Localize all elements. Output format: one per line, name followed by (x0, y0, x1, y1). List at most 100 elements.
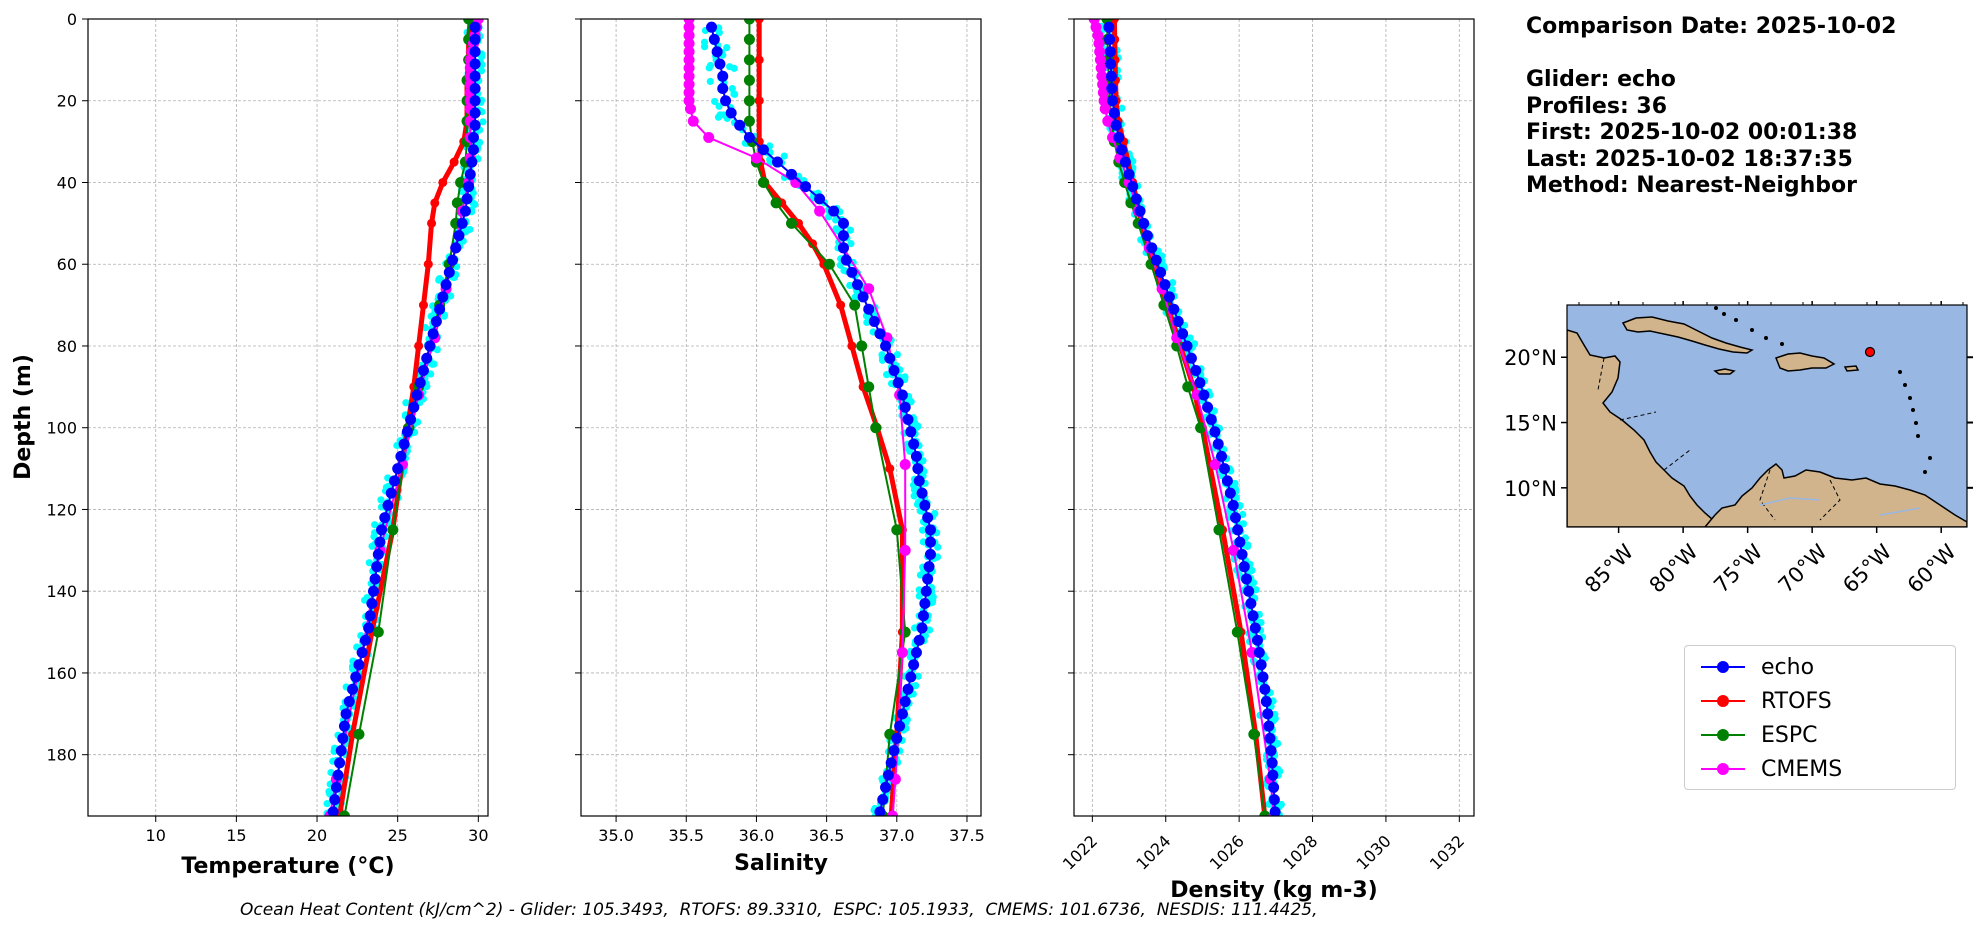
series-point-cmems (750, 152, 762, 164)
glider-raw-point (458, 188, 467, 196)
map-lon-label: 60°W (1903, 539, 1961, 597)
series-point-echo (896, 389, 908, 401)
series-point-echo (888, 364, 900, 376)
series-point-echo (392, 463, 404, 475)
series-point-echo (372, 548, 384, 560)
glider-raw-point (730, 90, 738, 98)
series-point-echo (771, 156, 783, 168)
salinity-xticks: 35.0 35.5 36.0 36.5 37.0 37.5 (598, 816, 985, 845)
series-line-rtofs (756, 19, 905, 816)
series-point-echo (912, 463, 924, 475)
series-point-cmems (899, 544, 911, 556)
series-point-echo (408, 401, 420, 413)
land-lesser-antilles (1898, 370, 1932, 474)
series-point-echo (469, 107, 481, 119)
series-point-echo (894, 720, 906, 732)
series-point-rtofs (438, 177, 448, 187)
series-point-echo (347, 683, 359, 695)
series-point-echo (456, 217, 468, 229)
series-point-espc (899, 626, 911, 638)
glider-raw-point (1118, 104, 1126, 112)
map-lon-label: 75°W (1709, 539, 1767, 597)
series-point-echo (874, 328, 886, 340)
series-point-espc (743, 74, 755, 86)
legend-swatch-rtofs (1695, 686, 1751, 716)
series-point-echo (708, 33, 720, 45)
legend-swatch-espc (1695, 720, 1751, 750)
series-point-echo (786, 168, 798, 180)
ytick-label: 20 (57, 92, 77, 111)
series-point-echo (382, 499, 394, 511)
series-point-echo (1247, 610, 1259, 622)
series-point-cmems (1228, 544, 1240, 556)
series-point-echo (880, 340, 892, 352)
series-point-echo (421, 352, 433, 364)
info-spacer (1526, 41, 1896, 68)
glider-raw-point (863, 318, 871, 327)
series-point-echo (371, 561, 383, 573)
series-point-echo (424, 340, 436, 352)
glider-name: Glider: echo (1526, 67, 1676, 92)
series-point-espc (372, 626, 384, 638)
ytick-label: 80 (57, 337, 77, 356)
comparison-date: Comparison Date: 2025-10-02 (1526, 14, 1897, 39)
map-borders (1597, 357, 1841, 521)
series-point-echo (1190, 364, 1202, 376)
series-point-echo (469, 58, 481, 70)
series-point-echo (411, 389, 423, 401)
series-point-echo (908, 438, 920, 450)
series-point-echo (1227, 499, 1239, 511)
glider-raw-point (910, 492, 918, 500)
xtick-label: 20 (307, 826, 327, 845)
series-point-echo (1260, 696, 1272, 708)
series-point-espc (823, 258, 835, 270)
ytick-label: 120 (46, 500, 77, 519)
ytick-label: 0 (67, 10, 77, 29)
series-point-echo (743, 132, 755, 144)
series-point-echo (1107, 95, 1119, 107)
series-point-espc (1231, 626, 1243, 638)
ytick-label: 40 (57, 173, 77, 192)
series-point-cmems (899, 459, 911, 471)
glider-raw-point (720, 111, 728, 119)
series-point-echo (1185, 352, 1197, 364)
glider-raw-point (846, 281, 854, 290)
xtick-label: 37.0 (879, 826, 915, 845)
density-panel: 1022 1024 1026 1028 1030 1032 Density (kg m-3… (1059, 18, 1475, 903)
series-point-cmems (684, 103, 696, 115)
series-point-echo (1159, 279, 1171, 291)
series-point-espc (770, 197, 782, 209)
series-point-echo (350, 671, 362, 683)
series-point-echo (414, 377, 426, 389)
series-point-echo (1172, 315, 1184, 327)
series-point-echo (868, 315, 880, 327)
series-point-echo (401, 426, 413, 438)
glider-raw-point (893, 350, 901, 359)
series-point-rtofs (754, 55, 764, 65)
series-point-echo (913, 634, 925, 646)
salinity-yticks (575, 18, 581, 756)
series-point-echo (363, 622, 375, 634)
location-map: 85°W 80°W 75°W 70°W 65°W 60°W 10°N 15°N 20°N (1504, 301, 1973, 598)
xtick-label: 35.5 (668, 826, 704, 845)
series-point-echo (469, 119, 481, 131)
series-point-echo (913, 475, 925, 487)
series-point-cmems (1094, 54, 1106, 66)
series-point-echo (469, 70, 481, 82)
series-point-cmems (1092, 29, 1104, 41)
series-point-echo (1141, 230, 1153, 242)
series-point-echo (1127, 181, 1139, 193)
last-profile-time: Last: 2025-10-02 18:37:35 (1526, 146, 1853, 172)
series-point-echo (1268, 781, 1280, 793)
series-point-cmems (683, 21, 695, 33)
series-point-echo (1269, 806, 1281, 816)
series-point-echo (1177, 328, 1189, 340)
series-point-echo (1243, 585, 1255, 597)
series-point-echo (330, 781, 342, 793)
ocean-heat-content-text: Ocean Heat Content (kJ/cm^2) - Glider: 1… (240, 900, 1318, 920)
xtick-label: 1028 (1279, 831, 1321, 873)
xtick-label: 15 (226, 826, 246, 845)
xtick-label: 37.5 (949, 826, 985, 845)
series-point-rtofs (423, 259, 433, 269)
series-point-rtofs (418, 300, 428, 310)
